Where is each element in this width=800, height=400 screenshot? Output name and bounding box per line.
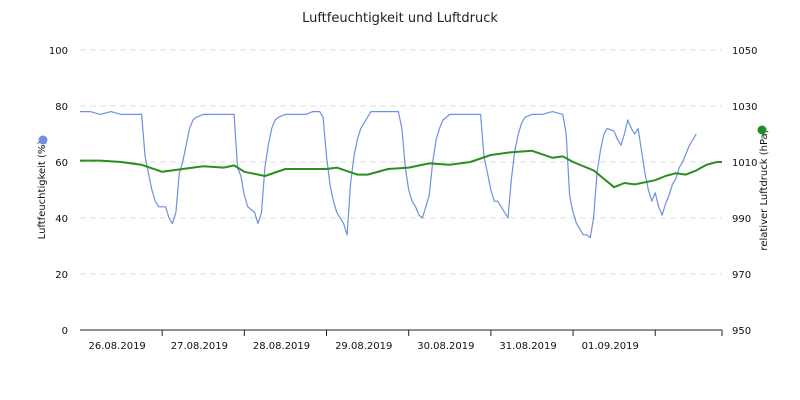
left-tick-label: 40 bbox=[55, 214, 68, 225]
x-tick-label: 01.09.2019 bbox=[582, 341, 639, 352]
left-tick-label: 20 bbox=[55, 270, 68, 281]
right-tick-label: 1050 bbox=[732, 46, 757, 57]
x-tick-label: 30.08.2019 bbox=[417, 341, 474, 352]
left-tick-label: 60 bbox=[55, 158, 68, 169]
x-tick-label: 29.08.2019 bbox=[335, 341, 392, 352]
right-tick-label: 970 bbox=[732, 270, 751, 281]
right-y-axis: 950 970 990 1010 1030 1050 bbox=[732, 46, 757, 337]
x-tick-label: 27.08.2019 bbox=[171, 341, 228, 352]
chart-title: Luftfeuchtigkeit und Luftdruck bbox=[302, 11, 498, 26]
right-tick-label: 1010 bbox=[732, 158, 757, 169]
left-tick-label: 80 bbox=[55, 102, 68, 113]
series bbox=[80, 111, 722, 239]
left-axis-title: Luftfeuchtigkeit (%) bbox=[37, 141, 48, 240]
left-tick-label: 0 bbox=[62, 326, 68, 337]
humidity-legend-marker bbox=[38, 135, 48, 145]
left-y-axis: 0 20 40 60 80 100 bbox=[49, 46, 68, 337]
right-tick-label: 990 bbox=[732, 214, 751, 225]
pressure-legend-marker bbox=[757, 125, 767, 135]
pressure-series-line bbox=[80, 149, 722, 189]
left-tick-label: 100 bbox=[49, 46, 68, 57]
right-tick-label: 1030 bbox=[732, 102, 757, 113]
right-axis-title: relativer Luftdruck (hPa) bbox=[759, 129, 770, 250]
x-tick-label: 26.08.2019 bbox=[89, 341, 146, 352]
humidity-series-line bbox=[80, 111, 697, 239]
right-tick-label: 950 bbox=[732, 326, 751, 337]
grid-lines bbox=[80, 49, 722, 275]
x-tick-label: 28.08.2019 bbox=[253, 341, 310, 352]
x-tick-label: 31.08.2019 bbox=[499, 341, 556, 352]
x-axis: 26.08.2019 27.08.2019 28.08.2019 29.08.2019… bbox=[89, 330, 723, 352]
